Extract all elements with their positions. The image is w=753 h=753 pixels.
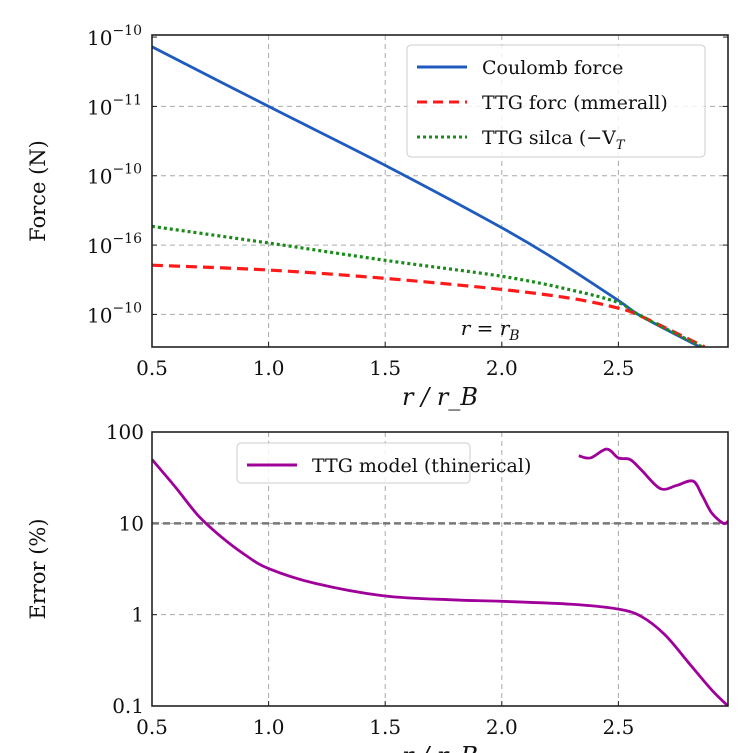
tick-base: 10 [87,303,112,327]
x-tick-label: 1.5 [369,356,401,380]
x-tick-label: 0.5 [136,356,168,380]
series-line-ttg-2 [152,224,704,347]
tick-exponent: −10 [112,23,142,39]
y-tick-label: 100 [106,420,144,444]
error-chart: 0.5 1.0 1.5 2.0 2.5 0.1 1 10 100 TTG model (thine… [26,420,729,753]
y-tick-label: 10 [119,511,144,535]
x-axis-label: r / r_B [402,383,478,411]
legend-box [406,44,706,158]
legend-label: TTG silca (−VT [482,127,626,153]
y-tick-label: 10−10 [87,162,142,189]
tick-exponent: −11 [112,92,142,108]
tick-base: 10 [87,165,112,189]
x-tick-label: 0.5 [136,715,168,739]
x-tick-label: 2.0 [486,715,518,739]
annotation-text: r = r [461,316,511,340]
axes-frame [151,431,729,707]
x-tick-label: 1.0 [253,356,285,380]
force-chart: 0.5 1.0 1.5 2.0 2.510−1010−1610−1010−1110−10… [26,23,729,411]
axes-frame [151,34,729,348]
tick-base: 10 [87,95,112,119]
legend: TTG model (thinerical) [236,442,531,484]
x-tick-label: 2.5 [602,715,634,739]
y-axis-label: Force (N) [26,140,50,242]
x-axis-label: r / r_B [402,742,478,753]
legend-label: TTG model (thinerical) [312,455,531,477]
tick-exponent: −10 [112,162,142,178]
legend-box [236,442,471,484]
y-tick-label: 10−16 [87,231,142,258]
x-tick-label: 1.0 [253,715,285,739]
tick-exponent: −10 [112,300,142,316]
x-tick-label: 1.5 [369,715,401,739]
y-tick-label: 1 [131,603,144,627]
annotation-sub: B [508,328,519,344]
y-axis-label: Error (%) [26,518,50,619]
legend: Coulomb force TTG forc (mmerall) TTG silca… [406,44,706,158]
legend-label: Coulomb force [482,57,623,79]
y-tick-label: 10−11 [87,92,142,119]
legend-text: Coulomb force [482,57,623,79]
x-tick-label: 2.0 [486,356,518,380]
y-tick-label: 0.1 [112,694,144,718]
annotation-label: r = rB [461,316,520,344]
series-line-ttg-0 [152,458,728,706]
legend-sub: T [616,138,626,153]
legend-label: TTG forc (mmerall) [482,92,668,114]
tick-exponent: −16 [112,231,142,247]
tick-base: 10 [87,234,112,258]
tick-base: 10 [87,26,112,50]
legend-text: TTG silca (−V [482,127,616,149]
y-tick-label: 10−10 [87,300,142,327]
legend-text: TTG model (thinerical) [312,455,531,477]
series-line-segment-1 [578,447,728,526]
y-tick-label: 10−10 [87,23,142,50]
series-line-ttg-1 [152,263,706,347]
legend-text: TTG forc (mmerall) [482,92,668,114]
x-tick-label: 2.5 [602,356,634,380]
